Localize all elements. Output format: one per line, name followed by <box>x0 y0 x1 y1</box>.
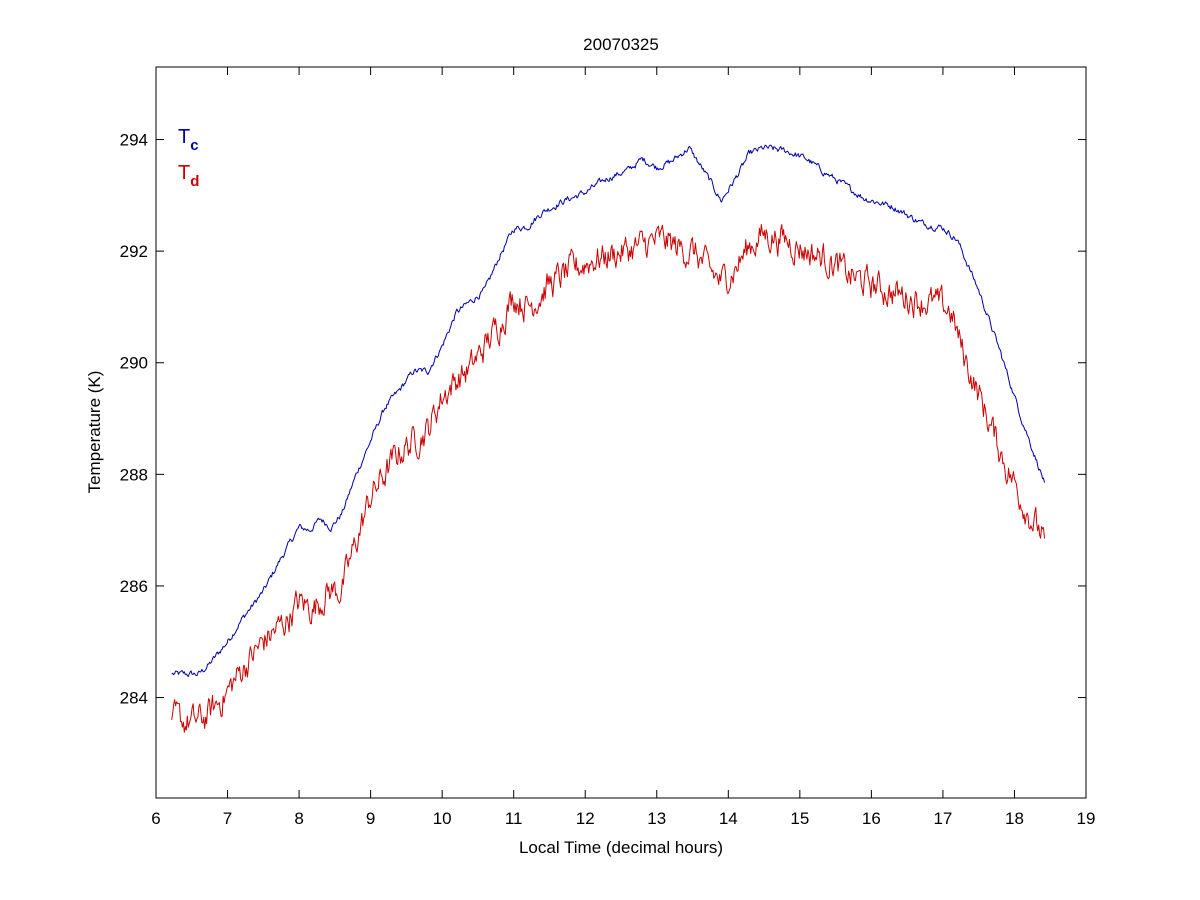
legend-entry-tc: Tc <box>178 126 199 154</box>
legend-entry-td: Td <box>178 162 199 190</box>
x-tick-label: 11 <box>505 809 523 828</box>
series-line-td <box>171 223 1045 733</box>
x-tick-label: 7 <box>223 809 232 828</box>
chart-title: 20070325 <box>583 35 659 54</box>
legend-tc-main: T <box>178 126 190 148</box>
y-tick-label: 288 <box>120 465 148 484</box>
x-tick-label: 17 <box>933 809 952 828</box>
x-tick-label: 9 <box>366 809 375 828</box>
x-axis-title: Local Time (decimal hours) <box>519 838 723 857</box>
x-tick-label: 14 <box>719 809 738 828</box>
y-axis-title: Temperature (K) <box>85 371 104 494</box>
x-tick-label: 13 <box>647 809 666 828</box>
x-axis-ticks: 6 7 8 9 10 11 12 13 14 15 16 17 18 19 <box>151 67 1095 828</box>
series-layer <box>171 144 1045 733</box>
legend-td-sub: d <box>190 173 199 190</box>
y-axis-ticks: 284 286 288 290 292 294 <box>120 131 1086 708</box>
x-tick-label: 6 <box>151 809 160 828</box>
series-line-tc <box>171 144 1045 678</box>
x-tick-label: 18 <box>1005 809 1024 828</box>
x-tick-label: 12 <box>576 809 595 828</box>
legend-tc-sub: c <box>190 137 198 154</box>
y-tick-label: 292 <box>120 242 148 261</box>
x-tick-label: 15 <box>790 809 809 828</box>
plot-area <box>155 66 1087 799</box>
x-tick-label: 16 <box>862 809 881 828</box>
legend: Tc Td <box>178 126 199 190</box>
x-tick-label: 10 <box>433 809 452 828</box>
legend-td-main: T <box>178 162 190 184</box>
x-tick-label: 8 <box>294 809 303 828</box>
x-tick-label: 19 <box>1077 809 1096 828</box>
y-tick-label: 290 <box>120 354 148 373</box>
y-tick-label: 286 <box>120 577 148 596</box>
y-tick-label: 284 <box>120 689 148 708</box>
y-tick-label: 294 <box>120 131 148 150</box>
